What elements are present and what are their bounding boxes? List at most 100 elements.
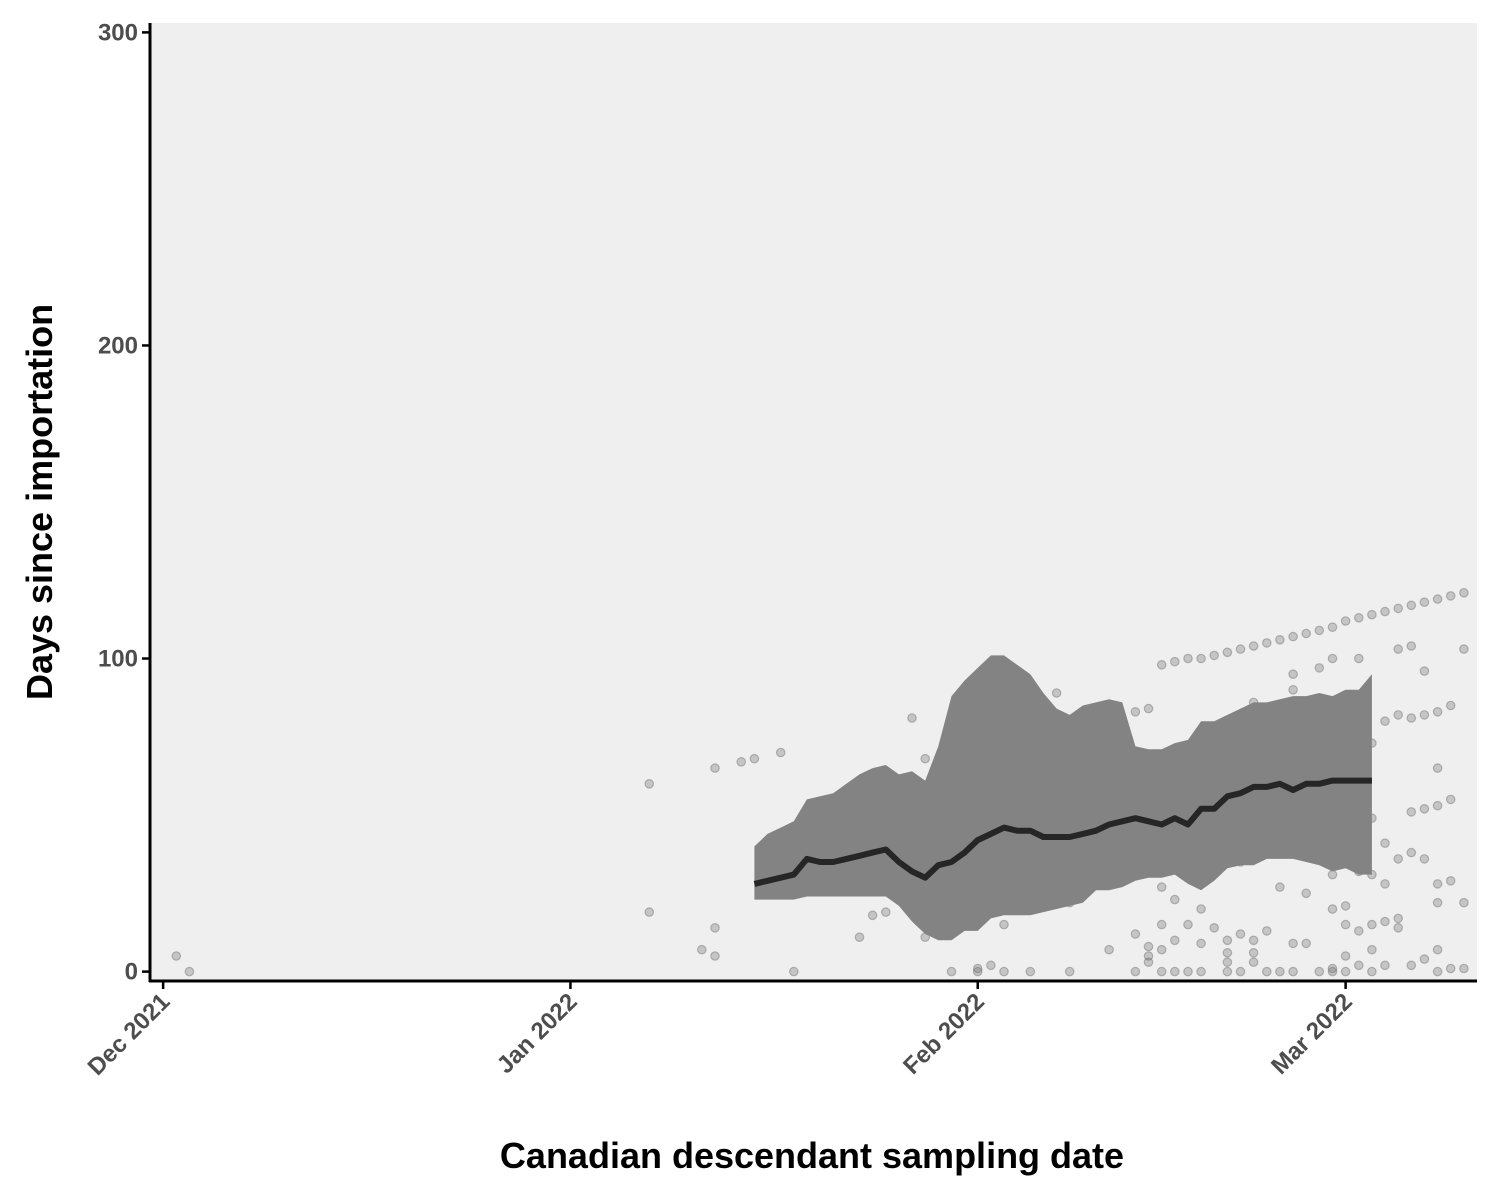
data-point [1262,638,1272,648]
data-point [1104,944,1114,955]
data-point [1393,644,1403,654]
data-point [1340,951,1351,961]
data-point [1459,897,1469,908]
data-point [1340,616,1351,626]
data-point [1156,944,1167,955]
data-point [1288,966,1298,977]
data-point [1419,803,1430,814]
data-point [1432,944,1443,955]
data-point [1248,947,1259,958]
data-point [1143,941,1154,952]
data-point [1419,597,1430,607]
data-point [1209,922,1219,933]
data-point [972,963,983,974]
data-point [710,951,720,961]
data-point [1445,700,1456,711]
data-point [1445,963,1456,974]
x-axis-ticks: Dec 2021 Jan 2022 Feb 2022 Mar 2022 [83,981,1358,1081]
data-point [1130,706,1141,717]
data-point [1183,653,1193,664]
data-point [1209,650,1219,661]
data-point [1170,935,1180,946]
data-point [999,966,1009,977]
data-point [1222,935,1233,946]
data-point [1143,957,1154,967]
data-point [1354,960,1364,971]
data-point [1327,869,1338,880]
data-point [1406,807,1417,817]
data-point [1393,913,1403,924]
data-point [1327,653,1338,664]
data-point [986,960,996,971]
data-point [1406,713,1417,723]
x-tick-label: Feb 2022 [898,988,990,1080]
data-point [946,966,957,977]
data-point [1340,901,1351,911]
data-point [749,753,760,764]
data-point [1314,625,1325,636]
data-point [1288,684,1298,695]
data-point [1327,622,1338,632]
data-point [1248,641,1259,651]
data-point [880,907,891,917]
data-point [1248,935,1259,946]
data-point [1262,966,1272,977]
data-point [1170,656,1180,667]
data-point [1156,659,1167,670]
data-point [1367,609,1377,620]
data-point [1459,587,1469,598]
data-point [1156,966,1167,977]
trend-line [753,777,1372,887]
data-point [1314,663,1325,673]
data-point [1327,966,1338,977]
data-point [867,910,878,921]
data-point [1367,919,1377,930]
data-point [1327,963,1338,974]
y-tick-label: 200 [98,332,138,359]
data-point [775,747,786,758]
data-point [1432,706,1443,717]
data-point [1156,882,1167,892]
data-point [184,966,195,977]
data-point [1222,966,1233,977]
data-point [1393,603,1403,614]
data-point [1170,966,1180,977]
data-point [1367,944,1377,955]
data-point [854,932,865,942]
data-point [1459,644,1469,654]
data-point [1406,960,1417,971]
data-point [1445,794,1456,805]
data-point [1183,919,1193,930]
data-point [1380,879,1390,889]
data-point [1064,966,1075,977]
data-point [1301,628,1311,639]
data-point [1248,957,1259,967]
data-point [1262,926,1272,936]
data-point [1340,966,1351,977]
data-point [1354,653,1364,664]
data-point [171,951,182,961]
data-point [1275,634,1285,645]
data-point [920,753,930,764]
data-point [1222,647,1233,658]
data-point [710,763,720,773]
data-point [1288,938,1298,949]
data-point [1327,904,1338,914]
data-point [696,944,707,955]
data-point [1393,710,1403,720]
data-point [1183,966,1193,977]
data-point [1380,916,1390,927]
data-point [1340,919,1351,930]
trend-line-path [753,777,1372,887]
x-tick-label: Mar 2022 [1266,988,1358,1080]
data-point [1025,966,1036,977]
data-point [1156,919,1167,930]
data-point [710,922,720,933]
data-point [1235,966,1246,977]
data-point [1432,594,1443,604]
data-point [1235,929,1246,939]
data-point [1275,882,1285,892]
data-point [1380,960,1390,971]
data-point [1301,938,1311,949]
